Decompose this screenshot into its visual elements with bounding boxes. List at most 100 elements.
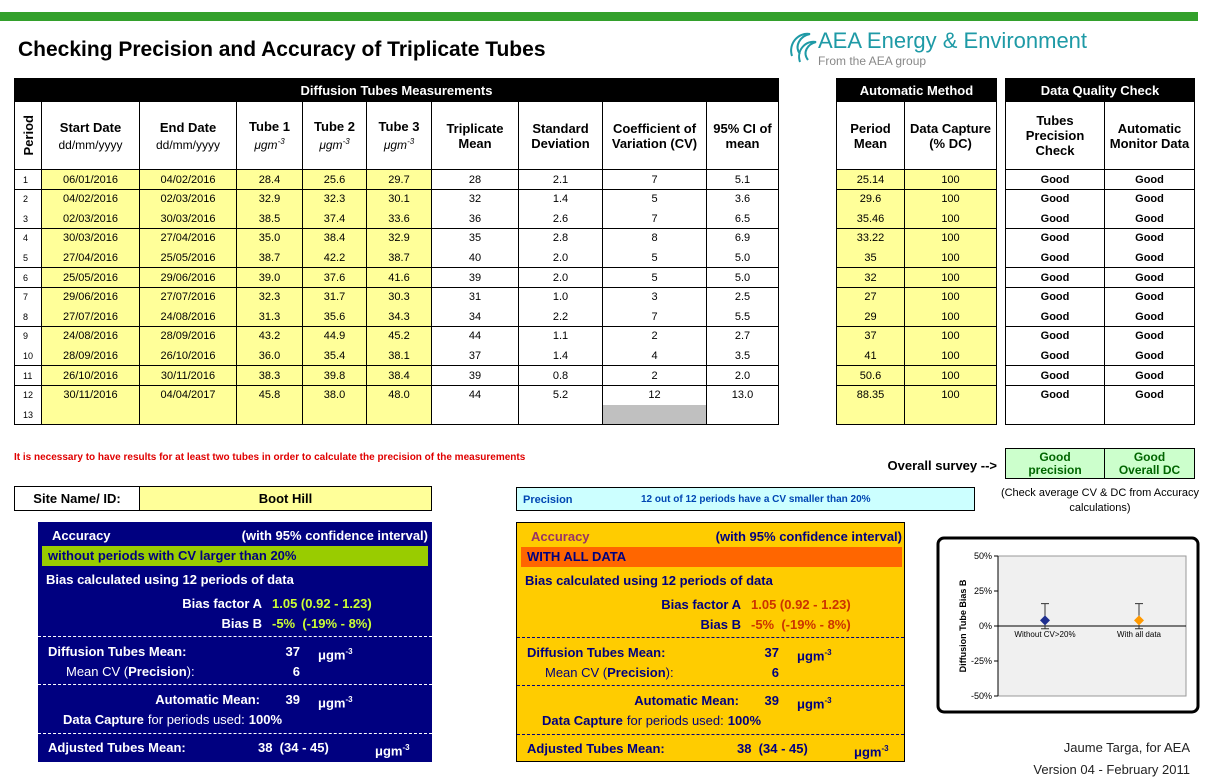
cell-text: 35 [468, 232, 482, 245]
table-cell: 32.3 [303, 189, 367, 210]
table-cell: 100 [905, 366, 997, 386]
cell-text: 35.4 [323, 349, 346, 362]
table-cell: 39.8 [303, 366, 367, 386]
table-cell: 100 [905, 228, 997, 249]
table-cell: 31 [432, 287, 519, 308]
table-cell [432, 405, 519, 426]
y-tick-label: 50% [974, 551, 992, 561]
cell-text: 2 [651, 330, 658, 343]
unit-text: μgm [797, 696, 825, 712]
cell-text: 5 [23, 252, 29, 263]
unit-text: μgm [318, 647, 346, 663]
column-header: Period Mean [836, 102, 905, 170]
table-cell: 0.8 [519, 366, 603, 386]
cell-text: 1.0 [552, 291, 569, 304]
cell-text: 5.5 [734, 310, 751, 323]
mean-cv: 6 [771, 665, 779, 680]
cell-text: 29.6 [859, 193, 882, 206]
cell-text: 42.2 [323, 251, 346, 264]
table-cell: 26/10/2016 [140, 346, 237, 367]
cell-text: 5 [651, 271, 658, 284]
cell-text: 4 [651, 349, 658, 362]
table-cell [519, 405, 603, 426]
table-cell: 27/07/2016 [140, 287, 237, 308]
table-cell: 2.8 [519, 228, 603, 249]
site-value-box: Boot Hill [140, 486, 432, 511]
cell-text: 38.4 [388, 369, 410, 382]
cell-text: 32.9 [258, 193, 281, 206]
unit-text: μgm [319, 138, 343, 152]
table-cell: Good [1005, 189, 1105, 210]
table-cell: 2.5 [707, 287, 779, 308]
cell-text: 2.0 [552, 271, 569, 284]
cell-text: 27/04/2016 [62, 251, 119, 264]
table-cell: 31.7 [303, 287, 367, 308]
column-header: 95% CI of mean [707, 102, 779, 170]
unit-exponent: -3 [881, 744, 889, 753]
column-label: Automatic Monitor Data [1109, 120, 1190, 151]
separator [38, 636, 432, 637]
column-label: Tubes Precision Check [1025, 113, 1085, 158]
table-cell: 13 [14, 405, 42, 426]
periods-text: Bias calculated using 12 periods of data [46, 572, 294, 587]
table-cell: 30.3 [367, 287, 432, 308]
unit-exponent: -3 [824, 696, 832, 705]
table-cell: 35.46 [836, 209, 905, 230]
cell-text: Good [1040, 310, 1070, 323]
table-cell [367, 405, 432, 426]
table-cell [836, 405, 905, 426]
dc-label-bold: Data Capture [63, 712, 144, 727]
cell-text: 12 [23, 390, 34, 401]
cell-text: 25.6 [323, 173, 346, 186]
table-cell: 32.9 [237, 189, 303, 210]
table-cell: Good [1105, 170, 1195, 190]
cell-text: 35 [864, 251, 877, 264]
table-cell: 30.1 [367, 189, 432, 210]
unit: μgm-3 [318, 692, 353, 711]
table-cell: 13.0 [707, 385, 779, 406]
cell-text: 02/03/2016 [62, 212, 119, 225]
column-label: Triplicate Mean [446, 120, 504, 151]
cell-text: Good [1040, 173, 1070, 186]
y-tick-label: 0% [979, 621, 992, 631]
y-tick-label: -50% [971, 691, 992, 701]
table-cell: 6 [14, 268, 42, 288]
table-cell: 1.1 [519, 326, 603, 347]
table-cell: 33.22 [836, 228, 905, 249]
column-label: Start Date [59, 119, 122, 135]
table-cell: 38.7 [367, 248, 432, 269]
table-cell: Good [1005, 268, 1105, 288]
table-cell: 26/10/2016 [42, 366, 140, 386]
table-cell: 50.6 [836, 366, 905, 386]
bias-a-label: Bias factor A [182, 596, 262, 611]
table-cell: 37 [836, 326, 905, 347]
column-unit: μgm-3 [254, 137, 284, 152]
bias-b-label: Bias B [700, 617, 741, 632]
cell-text: 39 [468, 369, 482, 382]
column-unit: μgm-3 [319, 137, 349, 152]
cell-text: 44 [468, 389, 482, 402]
periods-text: Bias calculated using 12 periods of data [525, 573, 773, 588]
cell-text: 28 [468, 173, 482, 186]
adjusted: 38 (34 - 45) [737, 741, 808, 756]
footer-author: Jaume Targa, for AEA [1063, 740, 1190, 755]
top-bar [0, 12, 1198, 21]
cell-text: 38.5 [258, 212, 281, 225]
bias-b: -5% (-19% - 8%) [272, 616, 372, 631]
cell-text: 39.0 [258, 271, 281, 284]
cell-text: 39.8 [323, 369, 346, 382]
dc-line: Data Capture for periods used: 100% [542, 713, 761, 729]
unit: μgm-3 [797, 645, 832, 664]
unit-exponent: -3 [342, 137, 350, 146]
cell-text: 30.3 [388, 291, 410, 304]
table-cell [140, 405, 237, 426]
cell-text: 26/10/2016 [62, 369, 119, 382]
group-header-text: Automatic Method [859, 82, 974, 98]
unit-text: μgm [254, 138, 278, 152]
cell-text: 2.8 [552, 232, 569, 245]
table-cell: 28/09/2016 [140, 326, 237, 347]
cell-text: 2.2 [552, 310, 569, 323]
table-cell: 1.0 [519, 287, 603, 308]
unit-exponent: -3 [407, 137, 415, 146]
table-cell: 4 [14, 228, 42, 249]
